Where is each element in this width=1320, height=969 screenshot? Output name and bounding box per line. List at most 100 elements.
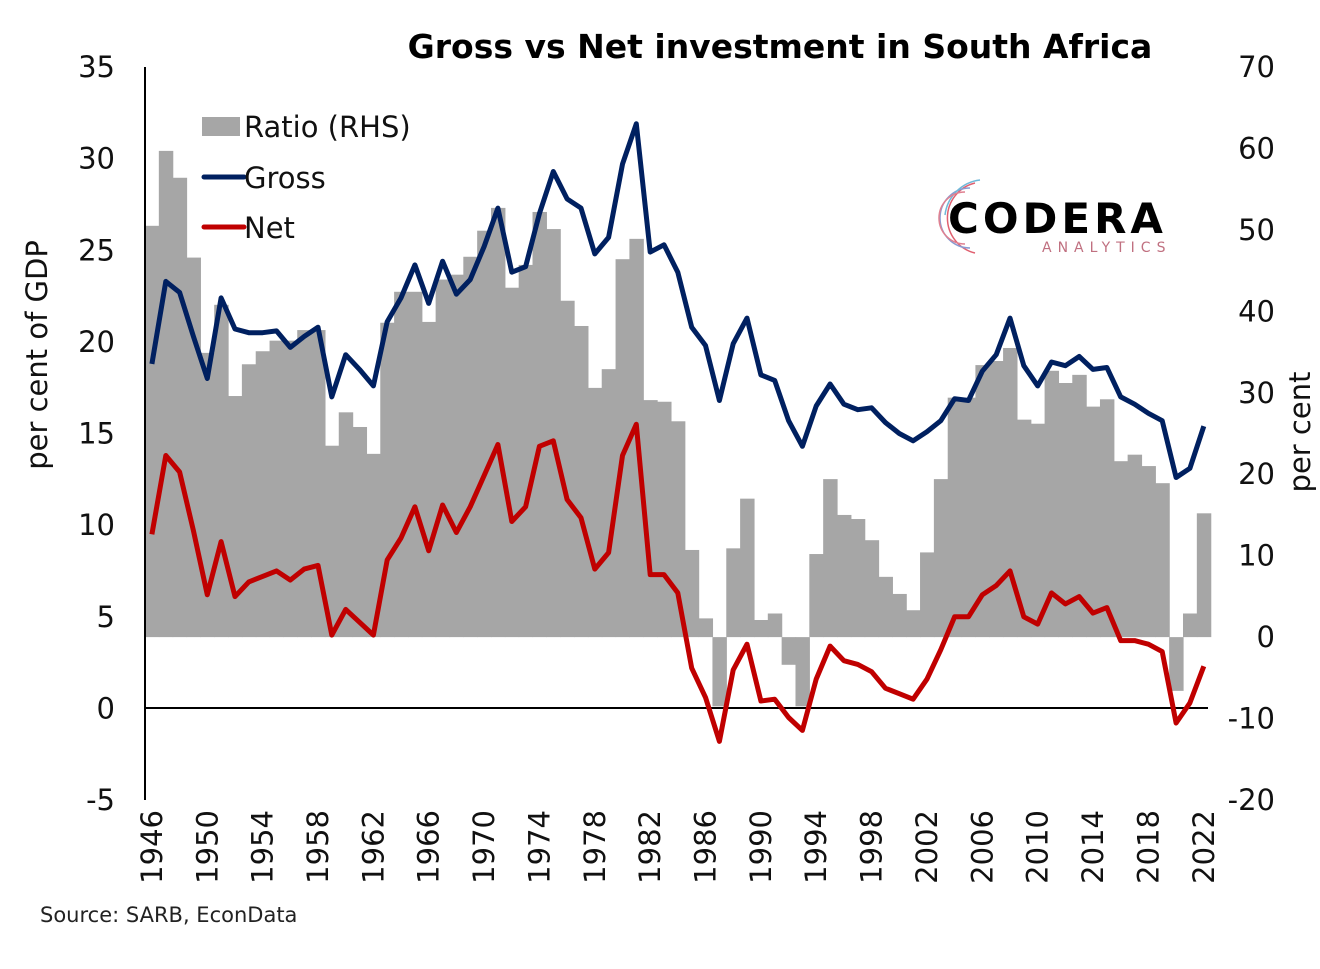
ratio-bar-2019 <box>1155 483 1170 638</box>
ratio-bar-1968 <box>449 274 464 638</box>
ratio-bar-1989 <box>740 498 755 638</box>
ratio-bar-1987 <box>712 637 727 707</box>
left-tick-label: 5 <box>97 600 115 634</box>
ratio-bar-1997 <box>850 519 866 638</box>
x-tick-label: 1978 <box>578 810 612 884</box>
x-tick-label: 1950 <box>190 810 224 884</box>
left-tick-label: 0 <box>97 691 115 725</box>
ratio-bar-1953 <box>241 364 257 638</box>
ratio-bar-2014 <box>1086 406 1101 638</box>
x-tick-label: 1990 <box>744 810 778 884</box>
ratio-bar-1960 <box>338 412 354 638</box>
ratio-bar-1950 <box>200 352 215 638</box>
ratio-bar-2008 <box>1003 347 1018 638</box>
ratio-bar-2012 <box>1058 383 1073 638</box>
ratio-bar-1982 <box>643 400 658 638</box>
ratio-bar-2009 <box>1016 419 1032 638</box>
logo-circuit-icon <box>938 179 981 254</box>
logo-subtext: ANALYTICS <box>1042 240 1171 256</box>
ratio-bar-1983 <box>657 401 672 638</box>
ratio-bar-1974 <box>532 211 547 638</box>
right-tick-label: 30 <box>1238 376 1275 410</box>
ratio-bar-1948 <box>172 177 188 638</box>
ratio-bar-2020 <box>1169 637 1184 691</box>
ratio-bar-1967 <box>435 279 451 638</box>
left-tick-label: -5 <box>86 783 115 817</box>
x-tick-label: 2022 <box>1187 810 1221 884</box>
ratio-bar-1965 <box>407 291 423 638</box>
ratio-bar-1985 <box>684 549 700 638</box>
ratio-bar-1955 <box>269 340 284 638</box>
ratio-bar-1992 <box>781 637 797 665</box>
right-tick-label: 20 <box>1238 457 1275 491</box>
ratio-bar-1957 <box>297 330 312 638</box>
chart-title: Gross vs Net investment in South Africa <box>408 27 1153 66</box>
left-tick-label: 35 <box>78 50 115 84</box>
right-axis-ticks: -20 -10 0 10 20 30 40 50 60 70 <box>1228 50 1275 817</box>
left-tick-label: 20 <box>78 325 115 359</box>
ratio-bar-2021 <box>1183 613 1198 638</box>
right-tick-label: -10 <box>1228 702 1275 736</box>
ratio-bar-1986 <box>698 618 714 638</box>
gross-line <box>149 121 1207 480</box>
ratio-bar-1973 <box>518 264 534 638</box>
x-tick-label: 1986 <box>689 810 723 884</box>
right-tick-label: 70 <box>1238 50 1275 84</box>
ratio-bar-2018 <box>1141 466 1156 638</box>
source-note: Source: SARB, EconData <box>40 903 297 927</box>
x-tick-label: 1966 <box>412 810 446 884</box>
ratio-bar-2015 <box>1099 399 1115 638</box>
ratio-bar-1975 <box>546 229 561 638</box>
ratio-bar-1956 <box>283 340 298 638</box>
x-tick-label: 1998 <box>855 810 889 884</box>
left-axis-label: per cent of GDP <box>20 240 54 470</box>
ratio-bar-1977 <box>574 325 589 638</box>
ratio-bar-1958 <box>311 330 326 638</box>
legend-label-ratio: Ratio (RHS) <box>244 110 411 144</box>
legend-swatch-ratio <box>202 117 240 136</box>
ratio-bar-1952 <box>228 396 243 638</box>
x-tick-label: 2002 <box>910 810 944 884</box>
ratio-bar-1963 <box>380 322 395 638</box>
ratio-bar-2000 <box>892 593 907 638</box>
left-tick-label: 25 <box>78 233 115 267</box>
ratio-bar-1994 <box>809 554 824 638</box>
ratio-bar-1966 <box>421 321 437 638</box>
right-tick-label: 10 <box>1238 539 1275 573</box>
ratio-bar-2002 <box>920 552 935 638</box>
ratio-bar-2011 <box>1044 370 1060 638</box>
ratio-bar-2013 <box>1072 374 1087 638</box>
ratio-bar-1979 <box>601 369 617 638</box>
ratio-bar-1978 <box>587 387 603 638</box>
x-tick-label: 1958 <box>301 810 335 884</box>
ratio-bar-2016 <box>1113 461 1129 638</box>
right-tick-label: 0 <box>1257 620 1275 654</box>
ratio-bar-1976 <box>560 300 575 638</box>
ratio-bar-1947 <box>158 150 174 638</box>
ratio-bar-2006 <box>975 365 990 638</box>
ratio-bar-2017 <box>1127 454 1143 638</box>
left-tick-label: 15 <box>78 417 115 451</box>
ratio-bar-1964 <box>394 291 409 638</box>
ratio-bar-2007 <box>989 361 1004 638</box>
x-tick-label: 1954 <box>246 810 280 884</box>
legend-label-gross: Gross <box>244 161 326 195</box>
ratio-bar-2022 <box>1196 513 1212 638</box>
ratio-bar-2001 <box>906 610 921 638</box>
ratio-bar-1993 <box>795 637 810 707</box>
x-tick-label: 1982 <box>633 810 667 884</box>
left-axis-ticks: -5 0 5 10 15 20 25 30 35 <box>78 50 115 817</box>
right-tick-label: 60 <box>1238 131 1275 165</box>
x-tick-label: 1994 <box>799 810 833 884</box>
logo-text: CODERA <box>948 194 1167 243</box>
legend-label-net: Net <box>244 211 295 245</box>
x-tick-label: 2006 <box>965 810 999 884</box>
ratio-bar-1959 <box>324 445 340 638</box>
left-tick-label: 10 <box>78 508 115 542</box>
net-line <box>149 421 1207 744</box>
right-tick-label: -20 <box>1228 783 1275 817</box>
right-tick-label: 40 <box>1238 294 1275 328</box>
x-tick-label: 1946 <box>135 810 169 884</box>
ratio-bar-1954 <box>255 351 271 638</box>
